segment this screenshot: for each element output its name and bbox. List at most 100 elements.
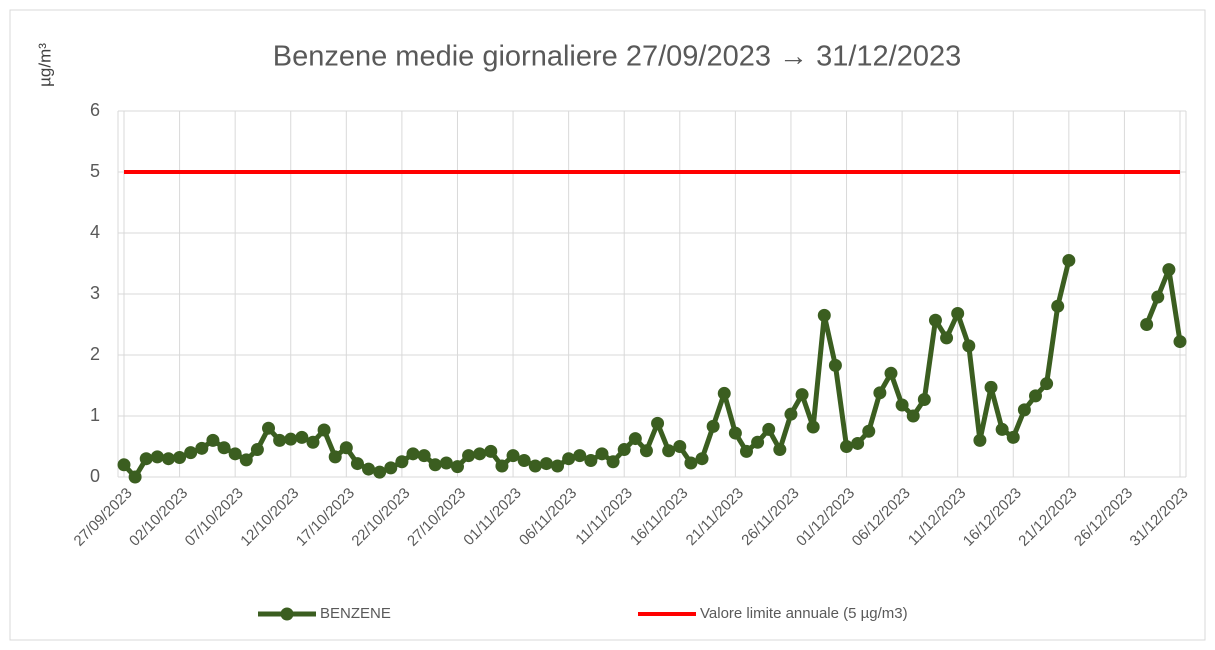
data-point [884,366,898,380]
data-point [873,386,887,400]
data-point [639,444,653,458]
data-point [1140,318,1154,331]
data-point [951,307,965,321]
data-point [773,443,787,457]
data-point [606,455,620,469]
data-point [817,308,831,322]
data-point [317,423,331,437]
data-point [828,358,842,372]
data-point [339,441,353,455]
data-point [350,457,364,471]
data-point [928,313,942,327]
data-point [784,407,798,421]
data-point [695,452,709,466]
data-point [1017,403,1031,417]
data-point [573,449,587,463]
data-point [762,422,776,436]
data-point [473,447,487,461]
data-point [161,452,175,466]
data-point [450,460,464,474]
data-point [906,409,920,423]
data-point [962,339,976,353]
data-point [539,457,553,471]
data-point [995,422,1009,436]
data-point [739,444,753,458]
data-point [306,435,320,449]
data-point [806,420,820,434]
data-point [417,449,431,463]
data-point [840,440,854,453]
data-point [495,459,509,473]
data-point [1051,299,1065,313]
y-tick-label: 6 [90,100,100,120]
data-point [1040,377,1054,391]
data-point [117,458,131,472]
data-point [239,453,253,467]
data-point [384,461,398,475]
data-point [462,449,476,463]
y-tick-label: 1 [90,405,100,425]
data-point [295,430,309,444]
y-tick-label: 5 [90,161,100,181]
data-point [373,465,387,479]
data-point [717,386,731,400]
data-point [917,393,931,407]
y-axis-label: µg/m³ [35,43,54,87]
data-point [684,456,698,470]
data-point [551,459,565,473]
data-point [517,454,531,468]
data-point [751,435,765,449]
data-point [206,433,220,447]
data-point [862,424,876,438]
data-point [940,331,954,345]
data-point [1006,430,1020,444]
data-point [1151,290,1165,304]
chart-title: Benzene medie giornaliere 27/09/2023 → 3… [273,41,961,73]
data-point [728,426,742,440]
data-point [195,441,209,455]
data-point [173,450,187,464]
data-point [184,446,198,460]
data-point [1162,263,1176,277]
y-tick-label: 2 [90,344,100,364]
data-point [273,433,287,447]
data-point [662,444,676,458]
data-point [562,452,576,466]
chart-border [9,9,1206,641]
data-point [673,440,687,453]
data-point [406,447,420,461]
data-point [428,458,442,472]
data-point [973,433,987,447]
data-point [128,470,142,484]
data-point [584,454,598,468]
data-point [284,432,298,446]
data-point [895,398,909,412]
data-point [484,444,498,458]
y-tick-label: 0 [90,466,100,486]
y-tick-label: 4 [90,222,100,242]
data-point [528,459,542,473]
data-point [395,455,409,469]
data-point [628,432,642,446]
data-point [228,447,242,461]
data-point [617,443,631,457]
data-point [795,388,809,402]
data-point [362,462,376,476]
data-point [139,452,153,466]
data-point [150,450,164,464]
y-tick-label: 3 [90,283,100,303]
legend-marker [280,607,294,621]
data-point [651,416,665,430]
data-point [439,456,453,470]
data-point [250,443,264,457]
legend-label: Valore limite annuale (5 µg/m3) [700,605,908,622]
data-point [706,419,720,433]
data-point [1062,253,1076,267]
legend-label: BENZENE [320,605,391,622]
data-point [1173,335,1187,349]
data-point [328,450,342,464]
data-point [217,441,231,455]
data-point [851,436,865,450]
data-point [262,421,276,435]
